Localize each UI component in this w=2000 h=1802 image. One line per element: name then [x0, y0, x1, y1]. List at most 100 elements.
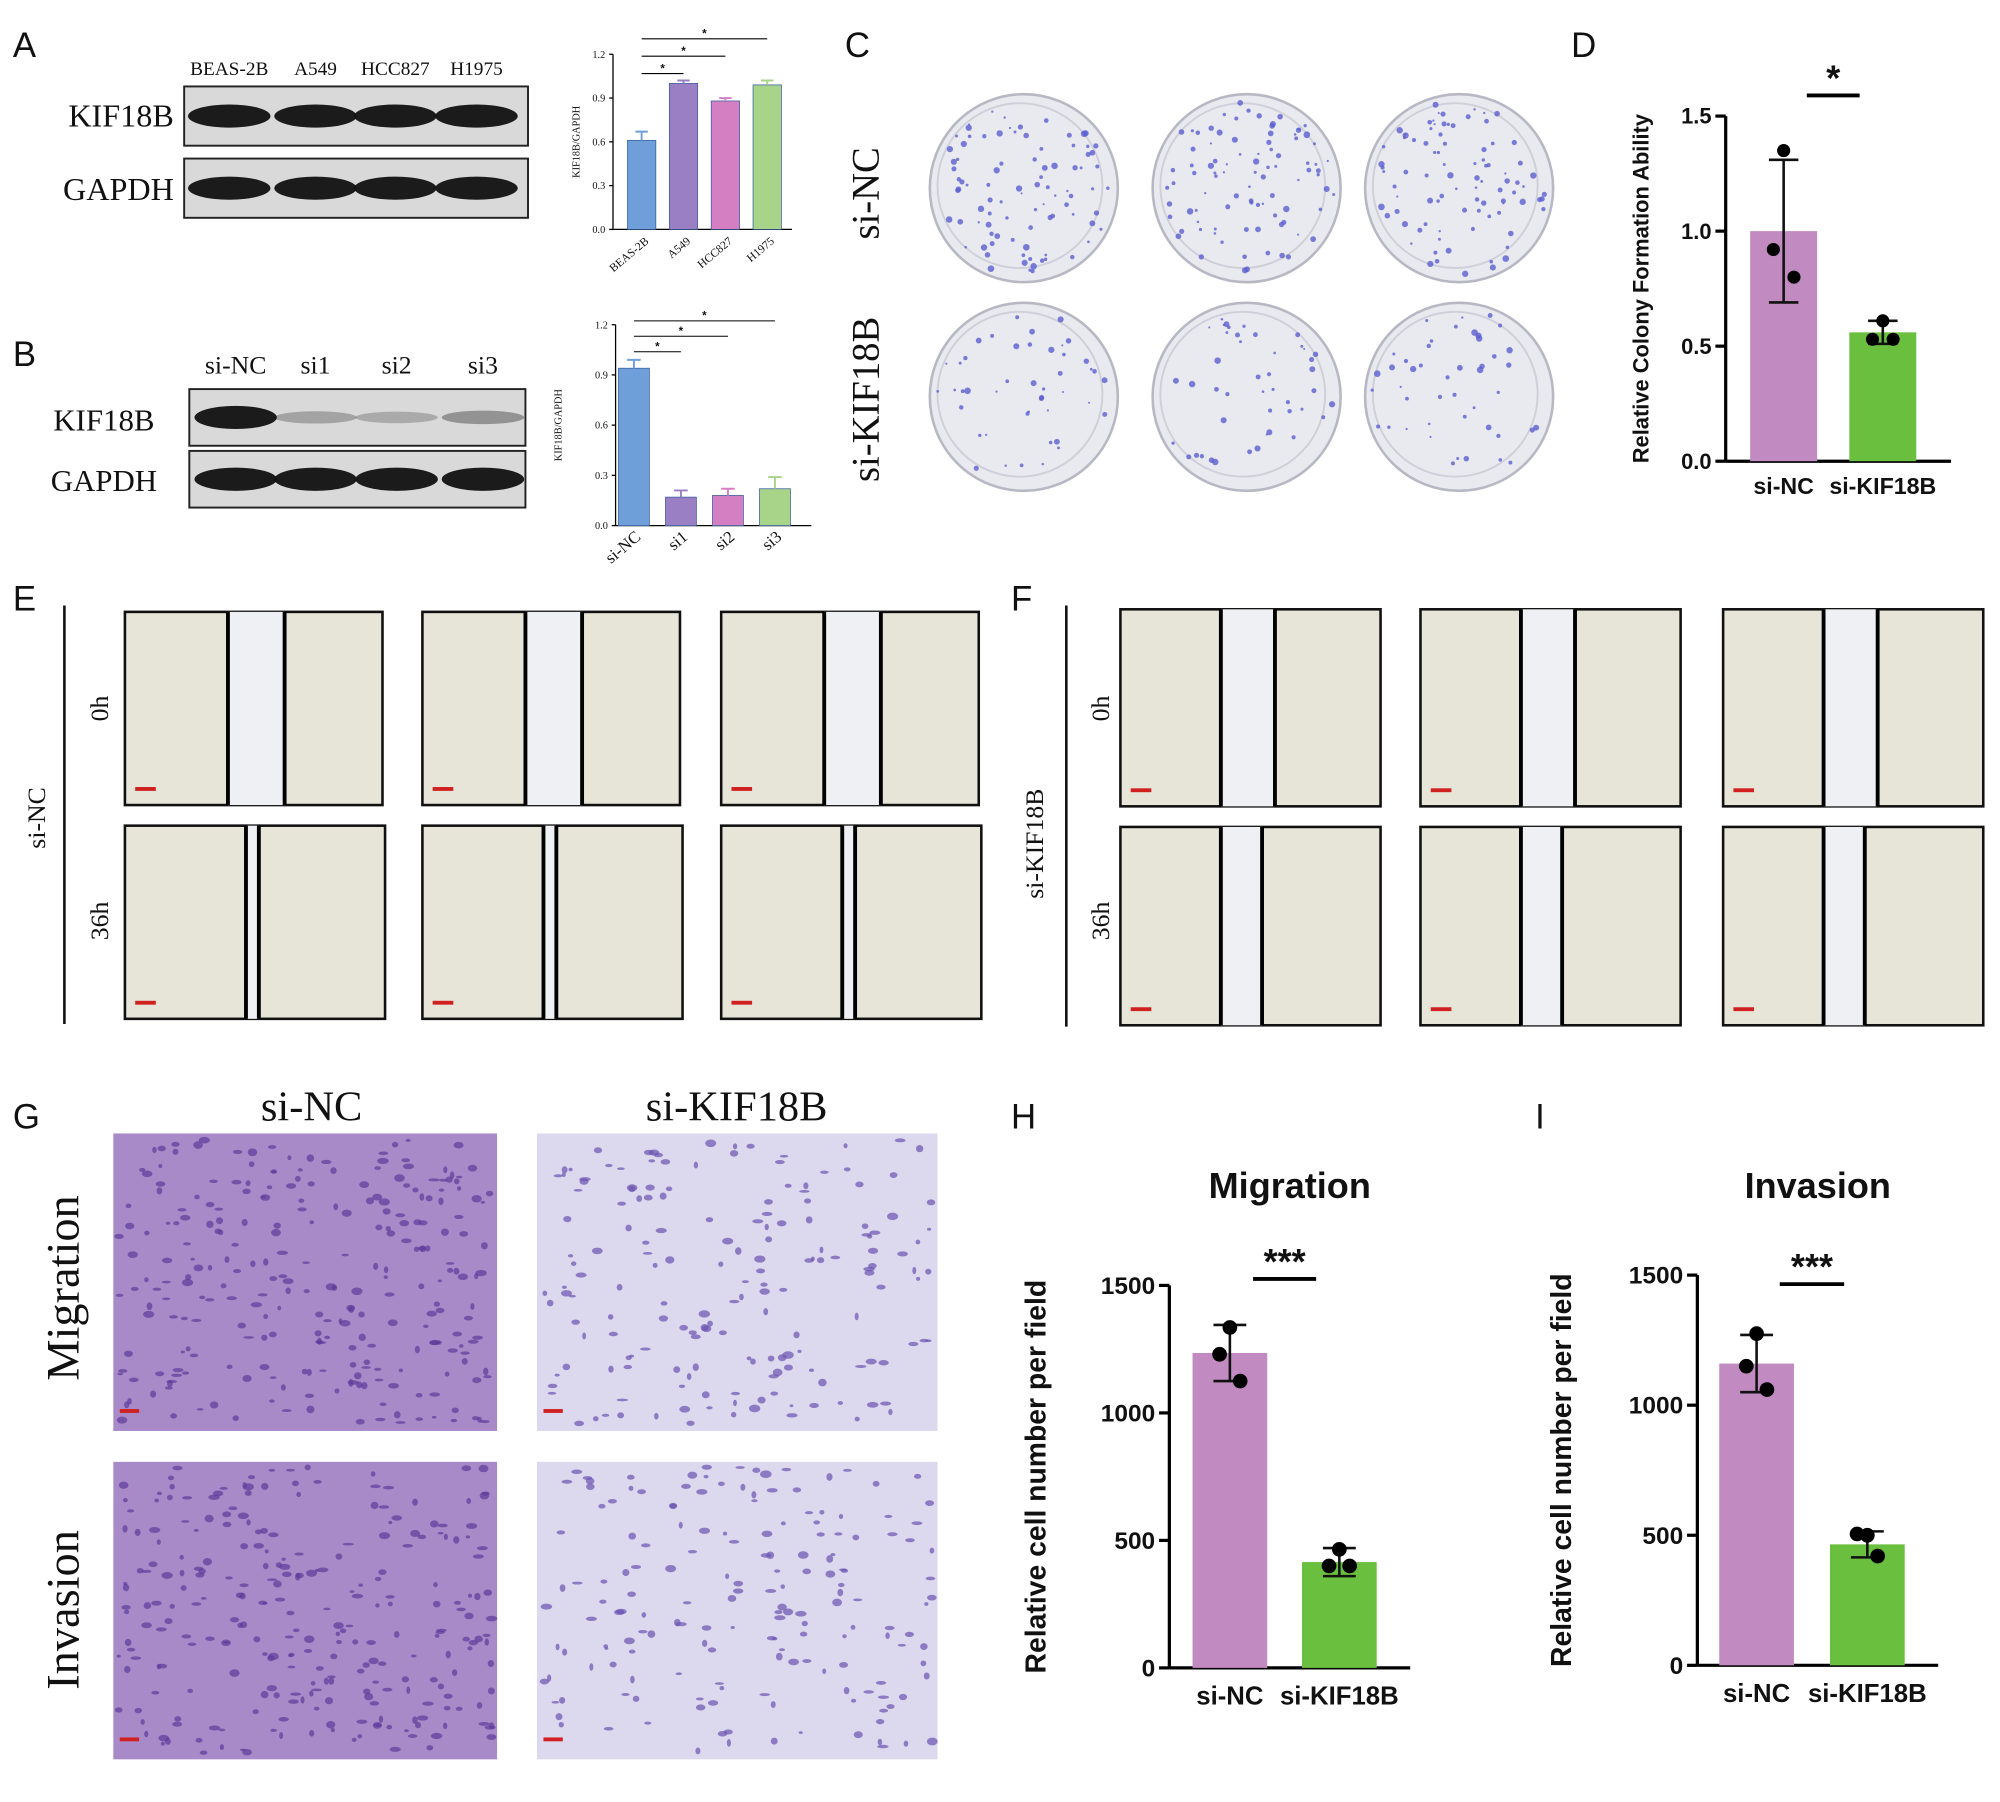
cell	[317, 1567, 329, 1573]
cell	[482, 1633, 491, 1637]
colony	[1039, 146, 1044, 151]
cell	[474, 1635, 483, 1643]
y-tick-label: 1000	[1629, 1393, 1683, 1420]
colony	[1502, 255, 1510, 262]
cell	[765, 1236, 773, 1243]
cell	[863, 1266, 875, 1272]
cell	[842, 1634, 847, 1639]
cell	[605, 1163, 613, 1168]
colony	[1472, 406, 1476, 410]
colony	[1268, 408, 1273, 413]
cell	[911, 1521, 923, 1526]
colony	[1032, 157, 1037, 162]
scale-bar	[432, 1000, 454, 1005]
colony	[1222, 112, 1227, 117]
colony	[1269, 147, 1273, 152]
cell	[717, 1481, 725, 1487]
data-point	[1787, 270, 1801, 284]
cell	[426, 1310, 437, 1317]
cell	[435, 1307, 445, 1314]
colony	[1093, 143, 1099, 149]
cell	[842, 1468, 852, 1472]
y-axis-label: KIF18B/GAPDH	[572, 105, 583, 178]
cell	[377, 1157, 389, 1164]
colony	[1313, 142, 1316, 146]
cell	[229, 1617, 240, 1623]
data-point	[1759, 1382, 1775, 1397]
cell	[356, 1668, 365, 1674]
colony	[1041, 164, 1048, 171]
cell	[770, 1737, 778, 1745]
cell	[746, 1143, 755, 1149]
cell	[209, 1179, 218, 1184]
colony	[1179, 228, 1185, 234]
cell	[561, 1479, 573, 1484]
colony	[1387, 425, 1391, 429]
group-label: si-KIF18B	[1020, 789, 1049, 899]
cell	[761, 1530, 773, 1538]
cell	[356, 1381, 363, 1389]
colony	[1515, 180, 1520, 185]
cell	[880, 1401, 892, 1406]
cell	[205, 1298, 215, 1302]
cell	[456, 1175, 463, 1179]
y-tick-label: 1.2	[592, 50, 605, 61]
colony	[1186, 454, 1192, 460]
colony	[1401, 221, 1409, 228]
colony	[1410, 242, 1413, 245]
colony	[1427, 260, 1434, 268]
cell	[799, 1631, 808, 1637]
colony	[1530, 172, 1537, 179]
cell	[269, 1376, 277, 1379]
cell	[405, 1138, 411, 1142]
cell	[304, 1464, 311, 1471]
data-point	[1766, 242, 1780, 257]
cell	[463, 1315, 473, 1321]
colony	[1370, 388, 1374, 392]
cell	[445, 1650, 451, 1659]
cell	[897, 1251, 908, 1257]
cell	[924, 1602, 929, 1606]
cell	[247, 1475, 256, 1480]
cell	[149, 1526, 161, 1534]
cell	[877, 1744, 889, 1749]
cell	[772, 1368, 783, 1377]
cell	[925, 1500, 935, 1506]
cell	[290, 1692, 302, 1696]
cell	[387, 1601, 393, 1607]
cell	[795, 1610, 807, 1617]
cell	[443, 1533, 448, 1541]
colony	[1195, 130, 1201, 135]
error-bar	[768, 476, 782, 489]
cell	[193, 1528, 199, 1532]
cell	[233, 1269, 242, 1274]
cell	[180, 1350, 185, 1354]
cell	[187, 1642, 197, 1646]
cell	[908, 1341, 919, 1347]
colony	[1541, 191, 1547, 197]
cell	[165, 1737, 171, 1745]
cell	[354, 1372, 362, 1380]
colony	[1054, 438, 1060, 445]
cell	[476, 1702, 483, 1709]
cell	[123, 1609, 130, 1615]
cell	[220, 1283, 227, 1289]
colony	[1066, 132, 1072, 138]
cell	[378, 1569, 387, 1575]
cell	[816, 1257, 825, 1264]
cell	[200, 1596, 207, 1600]
cell	[196, 1408, 204, 1411]
lane-label: HCC827	[361, 59, 430, 80]
colony	[1216, 129, 1223, 136]
colony	[1384, 212, 1391, 219]
band	[435, 176, 518, 200]
cell	[167, 1494, 173, 1501]
cell	[875, 1719, 885, 1725]
cell	[563, 1215, 572, 1223]
colony	[985, 221, 992, 228]
y-axis-label: KIF18B/GAPDH	[553, 389, 564, 462]
band	[274, 467, 357, 491]
cell	[432, 1600, 441, 1608]
bar	[710, 100, 740, 230]
cell	[924, 1339, 932, 1343]
